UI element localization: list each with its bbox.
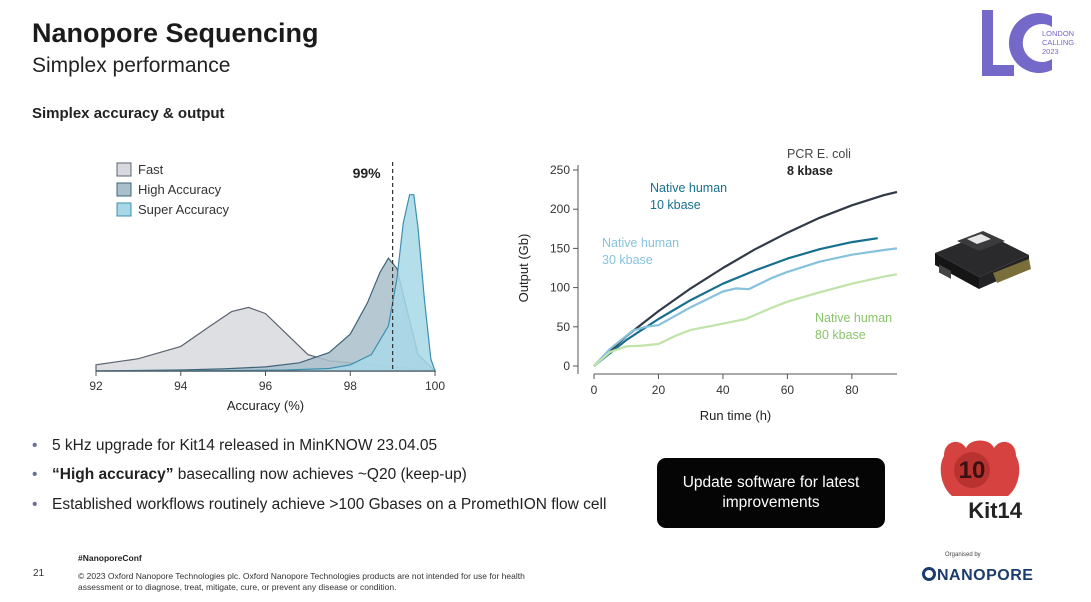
y-tick-label: 0: [563, 359, 570, 373]
x-axis-ticks: 0 20 40 60 80: [591, 374, 859, 397]
x-tick-label: 94: [174, 379, 188, 393]
x-tick-label: 40: [716, 383, 730, 397]
y-tick-label: 150: [550, 241, 570, 255]
legend: Fast High Accuracy Super Accuracy: [116, 162, 230, 217]
bullet-item: • “High accuracy” basecalling now achieve…: [32, 466, 467, 483]
legend-swatch: [116, 202, 132, 217]
y-tick-label: 100: [550, 281, 570, 295]
output-line-series: [593, 190, 898, 367]
legend-swatch: [116, 182, 132, 197]
bullet-item: • 5 kHz upgrade for Kit14 released in Min…: [32, 437, 438, 454]
y-axis-label: Output (Gb): [516, 234, 531, 303]
x-axis-ticks: 92 94 96 98 100: [89, 371, 445, 393]
series-labels: PCR E. coli 8 kbase Native human 10 kbase Na…: [602, 147, 892, 342]
london-calling-logo: LONDON CALLING 2023: [982, 10, 1074, 76]
y-tick-label: 50: [557, 320, 571, 334]
lc-line-2: CALLING: [1042, 38, 1074, 47]
output-line-0: [593, 190, 898, 367]
x-tick-label: 98: [344, 379, 358, 393]
series-label: 8 kbase: [787, 164, 833, 178]
x-tick-label: 60: [781, 383, 795, 397]
ninety-nine-percent-label: 99%: [353, 165, 382, 181]
y-tick-label: 250: [550, 163, 570, 177]
x-tick-label: 20: [652, 383, 666, 397]
output-line-1: [593, 237, 878, 367]
lc-letter-c: [1008, 12, 1052, 74]
nanopore-logo: NANOPORE: [922, 567, 1033, 585]
x-tick-label: 100: [425, 379, 445, 393]
output-line-2: [593, 247, 898, 367]
page-number: 21: [33, 568, 45, 579]
badge-label: Kit14: [968, 498, 1023, 523]
accuracy-distribution-chart: 92 94 96 98 100 99% Accuracy (%) Fast High Ac…: [89, 162, 445, 413]
section-heading: Simplex accuracy & output: [32, 105, 225, 122]
slide-subtitle: Simplex performance: [32, 54, 231, 77]
legend-swatch: [116, 162, 132, 177]
x-tick-label: 80: [845, 383, 859, 397]
x-tick-label: 0: [591, 383, 598, 397]
update-software-callout: Update software for latest improvements: [657, 458, 885, 528]
x-axis-label: Accuracy (%): [227, 398, 304, 413]
lc-letter-l-stem: [982, 10, 993, 76]
series-label: 10 kbase: [650, 198, 701, 212]
series-label: 80 kbase: [815, 328, 866, 342]
badge-number: 10: [959, 457, 986, 484]
legend-label: Super Accuracy: [138, 202, 230, 217]
area-series-2: [95, 194, 436, 372]
series-label: Native human: [602, 236, 679, 250]
lc-letter-l-base: [982, 65, 1014, 76]
promethion-flow-cell-device: [935, 231, 1031, 289]
series-label: PCR E. coli: [787, 147, 851, 161]
x-axis-label: Run time (h): [700, 408, 772, 423]
output-line-3: [593, 273, 898, 367]
x-tick-label: 96: [259, 379, 273, 393]
lc-line-1: LONDON: [1042, 29, 1074, 38]
slide-title: Nanopore Sequencing: [32, 18, 319, 48]
lc-line-3: 2023: [1042, 47, 1059, 56]
y-axis-ticks: 0 50 100 150 200 250: [550, 163, 578, 373]
kit14-badge: 10 Kit14: [940, 440, 1023, 523]
y-tick-label: 200: [550, 202, 570, 216]
copyright-notice: © 2023 Oxford Nanopore Technologies plc.…: [78, 571, 525, 592]
series-label: Native human: [815, 311, 892, 325]
series-label: 30 kbase: [602, 253, 653, 267]
accuracy-area-series: [95, 194, 437, 372]
legend-label: Fast: [138, 162, 164, 177]
organised-by-label: Organised by: [945, 552, 981, 558]
legend-label: High Accuracy: [138, 182, 222, 197]
output-runtime-chart: 0 20 40 60 80 0 50 100 150 200 250 PCR E. coli 8 k…: [516, 147, 898, 423]
x-tick-label: 92: [89, 379, 103, 393]
series-label: Native human: [650, 181, 727, 195]
bullet-item: • Established workflows routinely achieve…: [32, 496, 607, 513]
hashtag: #NanoporeConf: [78, 553, 142, 563]
